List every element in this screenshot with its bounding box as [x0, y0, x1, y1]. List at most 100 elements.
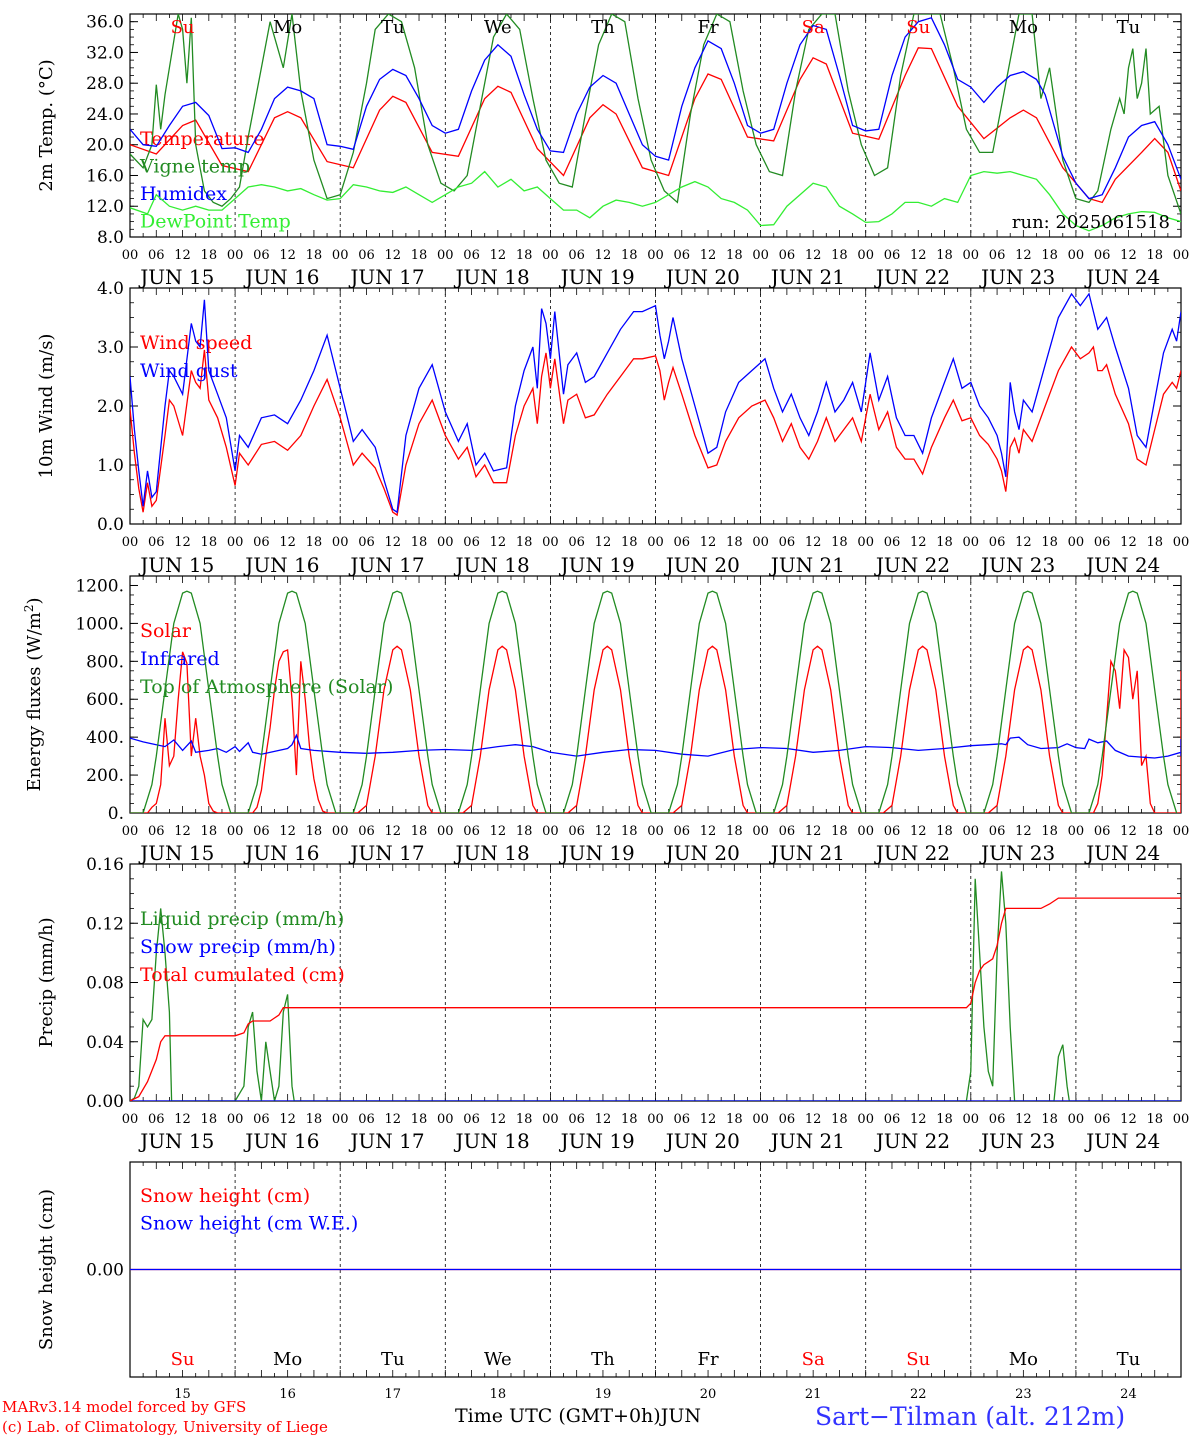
y-axis-title: Precip (mm/h)	[36, 917, 57, 1047]
hour-tick-label: 00	[542, 248, 559, 263]
hour-tick-label: 06	[989, 824, 1006, 839]
hour-tick-label: 06	[1094, 824, 1111, 839]
hour-tick-label: 06	[148, 824, 165, 839]
hour-tick-label: 00	[122, 1112, 139, 1127]
hour-tick-label: 00	[857, 1112, 874, 1127]
hour-tick-label: 06	[253, 248, 270, 263]
hour-tick-label: 00	[542, 1112, 559, 1127]
hour-tick-label: 00	[647, 824, 664, 839]
hour-tick-label: 06	[779, 248, 796, 263]
y-tick-label: 12.0	[86, 197, 124, 217]
hour-tick-label: 00	[332, 248, 349, 263]
hour-tick-label: 06	[148, 535, 165, 550]
day-label: Mo	[273, 1349, 302, 1370]
legend-entry: Total cumulated (cm)	[140, 964, 345, 986]
hour-tick-label: 18	[936, 824, 953, 839]
hour-tick-label: 18	[411, 248, 428, 263]
hour-tick-label: 18	[831, 1112, 848, 1127]
hour-tick-label: 12	[1120, 1112, 1137, 1127]
day-label: Mo	[1009, 1349, 1038, 1370]
date-label: JUN 18	[454, 265, 530, 289]
day-label: We	[484, 1349, 512, 1370]
date-number: 17	[384, 1387, 401, 1402]
hour-tick-label: 12	[384, 1112, 401, 1127]
hour-tick-label: 18	[936, 248, 953, 263]
hour-tick-label: 00	[857, 535, 874, 550]
hour-tick-label: 00	[1173, 824, 1190, 839]
series-line-liquid-precip-mm-h	[130, 871, 1181, 1101]
day-label: Tu	[381, 1349, 405, 1370]
hour-tick-label: 18	[306, 1112, 323, 1127]
hour-tick-label: 06	[989, 535, 1006, 550]
hour-tick-label: 00	[542, 824, 559, 839]
y-axis-title: Energy fluxes (W/m2)	[22, 597, 45, 791]
date-label: JUN 20	[664, 553, 740, 577]
date-label: JUN 21	[769, 553, 845, 577]
hour-tick-label: 06	[463, 1112, 480, 1127]
hour-tick-label: 00	[1068, 535, 1085, 550]
hour-tick-label: 06	[674, 1112, 691, 1127]
day-label: Th	[591, 17, 615, 38]
date-label: JUN 22	[874, 553, 950, 577]
model-credit: MARv3.14 model forced by GFS	[2, 1398, 247, 1416]
hour-tick-label: 00	[437, 535, 454, 550]
hour-tick-label: 18	[726, 824, 743, 839]
day-label: Tu	[1117, 17, 1141, 38]
legend-entry: Snow height (cm W.E.)	[140, 1213, 358, 1235]
date-number: 18	[490, 1387, 507, 1402]
hour-tick-label: 12	[490, 535, 507, 550]
series-line-top-of-atmosphere-solar	[130, 590, 1178, 813]
day-label: Tu	[1117, 1349, 1141, 1370]
hour-tick-label: 06	[884, 535, 901, 550]
hour-tick-label: 18	[621, 824, 638, 839]
hour-tick-label: 18	[306, 248, 323, 263]
date-label: JUN 23	[979, 265, 1055, 289]
hour-tick-label: 06	[568, 824, 585, 839]
hour-tick-label: 06	[884, 1112, 901, 1127]
date-label: JUN 16	[243, 265, 319, 289]
hour-tick-label: 12	[700, 248, 717, 263]
hour-tick-label: 00	[963, 535, 980, 550]
y-tick-label: 20.0	[86, 136, 124, 156]
date-number: 24	[1120, 1387, 1137, 1402]
hour-tick-label: 06	[674, 248, 691, 263]
hour-tick-label: 12	[1120, 824, 1137, 839]
y-tick-label: 32.0	[86, 43, 124, 63]
hour-tick-label: 06	[884, 248, 901, 263]
hour-tick-label: 18	[831, 535, 848, 550]
hour-tick-label: 12	[595, 1112, 612, 1127]
hour-tick-label: 00	[752, 248, 769, 263]
hour-tick-label: 12	[805, 248, 822, 263]
hour-tick-label: 00	[122, 535, 139, 550]
station-title: Sart−Tilman (alt. 212m)	[815, 1402, 1126, 1431]
legend-entry: Temperature	[140, 128, 264, 150]
hour-tick-label: 00	[752, 824, 769, 839]
hour-tick-label: 00	[963, 824, 980, 839]
date-label: JUN 19	[559, 265, 635, 289]
hour-tick-label: 00	[1173, 535, 1190, 550]
hour-tick-label: 00	[122, 824, 139, 839]
date-label: JUN 17	[348, 553, 424, 577]
y-axis-title: 10m Wind (m/s)	[36, 334, 57, 479]
hour-tick-label: 00	[647, 535, 664, 550]
hour-tick-label: 00	[963, 248, 980, 263]
hour-tick-label: 18	[726, 535, 743, 550]
hour-tick-label: 06	[253, 1112, 270, 1127]
time-label: Time UTC (GMT+0h)	[455, 1405, 661, 1427]
date-label: JUN 23	[979, 553, 1055, 577]
hour-tick-label: 06	[779, 1112, 796, 1127]
day-label: Tu	[381, 17, 405, 38]
hour-tick-label: 06	[463, 824, 480, 839]
hour-tick-label: 18	[831, 248, 848, 263]
hour-tick-label: 06	[358, 824, 375, 839]
hour-tick-label: 12	[384, 824, 401, 839]
series-line-temperature	[130, 47, 1181, 204]
date-label: JUN 18	[454, 1129, 530, 1153]
date-label: JUN 23	[979, 1129, 1055, 1153]
hour-tick-label: 06	[1094, 1112, 1111, 1127]
hour-tick-label: 12	[910, 824, 927, 839]
panel-temperature: 8.0 12.0 16.0 20.0 24.0 28.0 32.0 36.0 2m Temp. …	[36, 13, 1189, 289]
date-number: 16	[279, 1387, 296, 1402]
hour-tick-label: 06	[568, 1112, 585, 1127]
hour-tick-label: 00	[227, 824, 244, 839]
